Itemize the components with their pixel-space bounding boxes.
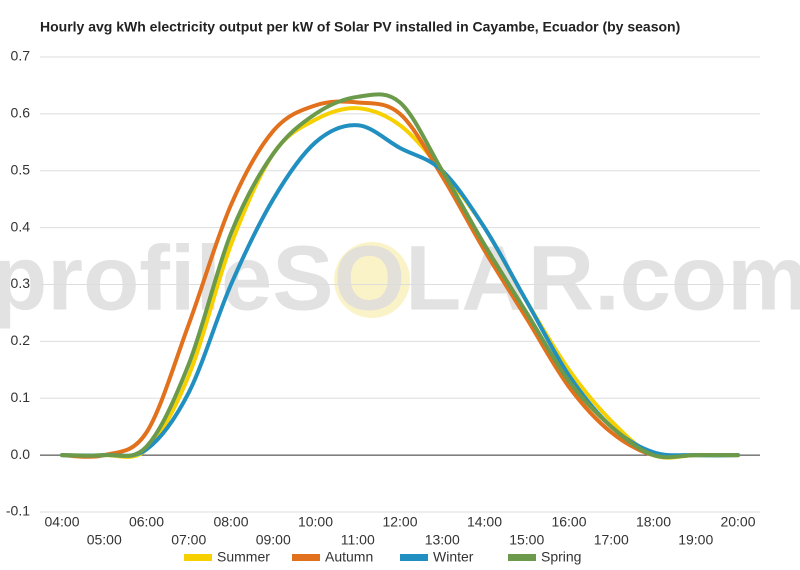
x-tick-label: 09:00 bbox=[256, 532, 291, 548]
x-tick-label: 13:00 bbox=[425, 532, 460, 548]
legend-swatch bbox=[292, 554, 320, 561]
x-tick-label: 19:00 bbox=[678, 532, 713, 548]
legend-label: Summer bbox=[217, 549, 270, 565]
legend-swatch bbox=[184, 554, 212, 561]
line-series bbox=[60, 106, 740, 460]
y-tick-label: 0.0 bbox=[11, 446, 31, 462]
y-tick-label: 0.2 bbox=[11, 332, 31, 348]
y-tick-label: 0.1 bbox=[11, 389, 31, 405]
chart-title: Hourly avg kWh electricity output per kW… bbox=[40, 19, 680, 35]
y-tick-label: 0.4 bbox=[11, 218, 31, 234]
x-tick-label: 08:00 bbox=[213, 514, 248, 530]
y-tick-label: 0.5 bbox=[11, 161, 31, 177]
legend-label: Autumn bbox=[325, 549, 373, 565]
x-tick-label: 07:00 bbox=[171, 532, 206, 548]
line-series bbox=[60, 92, 740, 460]
legend-label: Winter bbox=[433, 549, 474, 565]
x-tick-label: 04:00 bbox=[44, 514, 79, 530]
y-tick-label: 0.6 bbox=[11, 105, 31, 121]
line-series bbox=[60, 99, 740, 459]
watermark: profileSOLAR.com bbox=[0, 227, 800, 329]
x-tick-label: 12:00 bbox=[382, 514, 417, 530]
x-tick-label: 16:00 bbox=[551, 514, 586, 530]
watermark-sun bbox=[334, 242, 410, 318]
y-tick-label: 0.7 bbox=[11, 48, 31, 64]
x-tick-label: 14:00 bbox=[467, 514, 502, 530]
x-tick-label: 18:00 bbox=[636, 514, 671, 530]
legend-label: Spring bbox=[541, 549, 581, 565]
x-tick-label: 17:00 bbox=[594, 532, 629, 548]
x-tick-label: 10:00 bbox=[298, 514, 333, 530]
x-tick-label: 15:00 bbox=[509, 532, 544, 548]
x-tick-label: 20:00 bbox=[720, 514, 755, 530]
legend-swatch bbox=[400, 554, 428, 561]
x-tick-label: 06:00 bbox=[129, 514, 164, 530]
y-tick-label: -0.1 bbox=[6, 503, 30, 519]
legend-swatch bbox=[508, 554, 536, 561]
y-tick-label: 0.3 bbox=[11, 275, 31, 291]
x-tick-label: 05:00 bbox=[87, 532, 122, 548]
x-tick-label: 11:00 bbox=[341, 532, 375, 548]
